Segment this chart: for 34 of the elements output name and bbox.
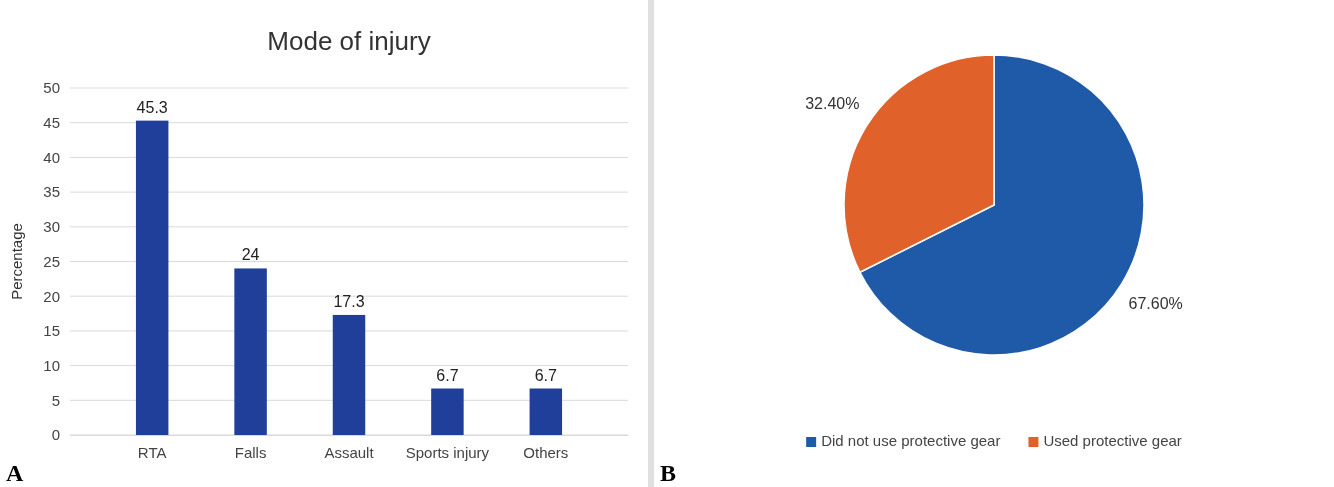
bar — [332, 314, 366, 435]
y-tick-label: 50 — [43, 79, 60, 97]
x-tick-label: RTA — [137, 443, 167, 461]
text: B — [660, 460, 677, 486]
y-tick-label: 30 — [43, 218, 60, 236]
x-tick-label: Falls — [234, 443, 267, 461]
y-tick-label: 45 — [43, 114, 60, 131]
data-label: 67.60% — [1128, 295, 1183, 313]
x-tick-label: Sports injury — [405, 443, 490, 461]
data-label: 24 — [241, 246, 260, 264]
y-tick-label: 25 — [43, 252, 60, 270]
chart-title: Mode of injury — [267, 26, 431, 56]
x-tick-label: Assault — [324, 443, 375, 461]
text: A — [6, 460, 24, 486]
data-label: 45.3 — [136, 98, 168, 116]
y-tick-label: 20 — [43, 287, 60, 305]
legend-label: Used protective gear — [1043, 431, 1182, 449]
y-tick-label: 10 — [43, 356, 60, 374]
data-label: 6.7 — [534, 366, 558, 384]
y-tick-label: 40 — [43, 148, 60, 166]
legend-label: Did not use protective gear — [821, 431, 1001, 449]
y-axis-title: Percentage — [8, 223, 25, 300]
data-label: 6.7 — [436, 366, 459, 384]
bar — [529, 388, 563, 435]
bar — [135, 120, 169, 435]
bar — [234, 268, 267, 435]
y-tick-label: 15 — [43, 322, 60, 340]
x-tick-label: Others — [523, 443, 569, 461]
bar — [431, 388, 464, 435]
y-tick-label: 35 — [43, 183, 60, 201]
data-label: 17.3 — [333, 292, 365, 310]
y-tick-label: 5 — [51, 391, 60, 409]
y-tick-label: 0 — [51, 426, 60, 444]
data-label: 32.40% — [805, 95, 860, 113]
